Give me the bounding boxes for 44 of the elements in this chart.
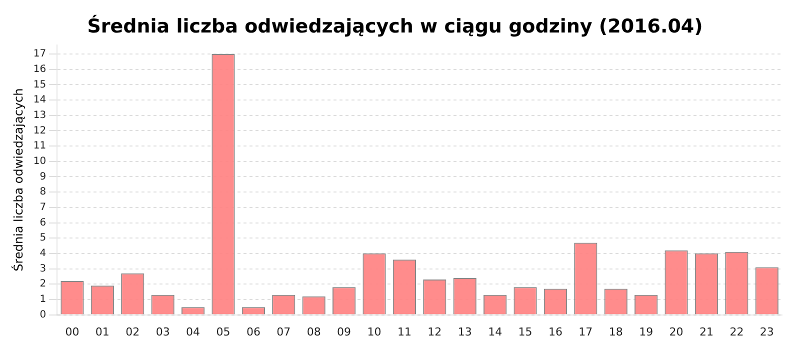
x-tick-label: 19 (639, 325, 654, 338)
x-tick-label: 15 (518, 325, 532, 338)
x-tick-label: 10 (367, 325, 382, 338)
y-tick-label: 9 (40, 171, 46, 182)
y-tick-label: 16 (33, 64, 46, 75)
x-tick-label: 23 (760, 325, 774, 338)
x-tick-label: 05 (216, 325, 230, 338)
x-tick-label: 18 (608, 325, 623, 338)
x-tick-label: 14 (488, 325, 502, 338)
x-tick-label: 22 (730, 325, 744, 338)
x-tick-label: 21 (699, 325, 714, 338)
y-tick-label: 15 (33, 79, 46, 90)
y-tick-label: 0 (40, 309, 46, 320)
x-tick-label: 06 (246, 325, 260, 338)
y-tick-label: 8 (40, 186, 46, 198)
y-tick-label: 4 (40, 248, 46, 260)
x-tick-label: 03 (156, 325, 170, 338)
x-tick-label: 13 (458, 325, 472, 338)
y-tick-label: 6 (40, 217, 46, 228)
y-tick-label: 3 (40, 263, 46, 274)
y-tick-label: 5 (40, 232, 46, 244)
y-tick-label: 17 (33, 48, 46, 60)
y-tick-label: 11 (33, 140, 46, 152)
y-tick-label: 1 (40, 294, 46, 306)
y-tick-label: 12 (33, 125, 46, 136)
x-tick-label: 08 (306, 325, 321, 338)
x-tick-label: 20 (669, 325, 684, 338)
y-tick-label: 10 (33, 156, 46, 167)
y-tick-label: 2 (40, 278, 46, 290)
y-axis-title: Średnia liczba odwiedzających (10, 88, 26, 272)
x-tick-label: 09 (337, 325, 352, 338)
x-tick-label: 00 (65, 325, 80, 338)
y-tick-label: 14 (33, 94, 46, 106)
x-tick-label: 04 (186, 325, 200, 338)
x-tick-label: 01 (95, 325, 110, 338)
y-tick-label: 7 (40, 202, 46, 214)
y-tick-label: 13 (33, 110, 46, 121)
x-tick-label: 07 (276, 325, 291, 338)
x-tick-label: 11 (397, 325, 412, 338)
x-tick-label: 17 (578, 325, 593, 338)
chart-title: Średnia liczba odwiedzających w ciągu godziny (2016.04) (87, 14, 703, 38)
x-tick-label: 16 (548, 325, 562, 338)
x-tick-label: 12 (428, 325, 442, 338)
x-tick-label: 02 (126, 325, 140, 338)
